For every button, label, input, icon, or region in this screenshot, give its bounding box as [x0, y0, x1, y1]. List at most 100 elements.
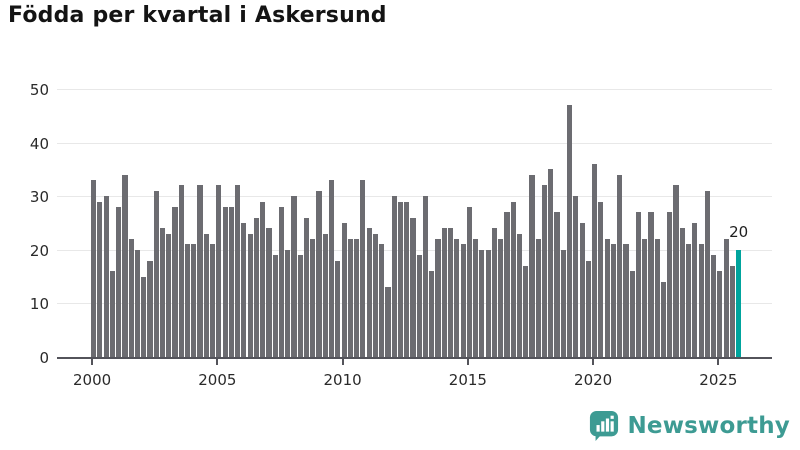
bar	[429, 271, 435, 357]
bar	[109, 271, 115, 357]
bar	[328, 180, 335, 357]
bar	[504, 212, 510, 357]
bar	[103, 196, 109, 357]
bar	[510, 201, 516, 357]
bar	[134, 249, 141, 357]
bar	[723, 239, 729, 357]
bar	[191, 244, 197, 357]
bar	[341, 223, 347, 357]
x-tick	[341, 359, 344, 365]
bar	[141, 276, 147, 357]
bar	[598, 201, 604, 357]
bar	[303, 217, 310, 357]
bar	[216, 185, 222, 357]
bar	[416, 255, 422, 357]
bar	[679, 228, 685, 357]
bar	[466, 206, 472, 357]
bar-value-label: 20	[729, 222, 749, 241]
y-tick-label: 10	[29, 295, 49, 314]
bar	[498, 239, 504, 357]
bar	[585, 260, 591, 357]
bar	[97, 201, 103, 357]
bar	[579, 223, 585, 357]
bar	[391, 196, 397, 357]
bar	[272, 255, 278, 357]
x-tick	[91, 359, 94, 365]
bar	[454, 239, 460, 357]
bar	[610, 244, 617, 357]
bar	[592, 164, 598, 357]
bar	[147, 260, 153, 357]
chart: 20 0 10 20 30 40 50 2000 2005 2010 2015 2020 2025	[30, 81, 772, 389]
bar	[235, 185, 241, 357]
bar	[642, 239, 648, 357]
bar	[347, 239, 353, 357]
bar	[604, 239, 610, 357]
bar	[379, 244, 385, 357]
bar	[654, 239, 660, 357]
bar	[554, 212, 560, 357]
bar	[717, 271, 723, 357]
x-tick-label: 2015	[448, 371, 487, 389]
bar	[253, 217, 260, 357]
bar	[523, 265, 529, 357]
bar	[178, 185, 184, 357]
bar	[285, 249, 291, 357]
bar	[385, 287, 391, 357]
bar	[548, 169, 554, 357]
bar	[91, 180, 97, 357]
bar	[573, 196, 579, 357]
y-tick-label: 30	[29, 188, 49, 207]
bar	[629, 271, 635, 357]
bar	[153, 190, 159, 357]
x-axis-line	[57, 357, 772, 359]
bar	[667, 212, 673, 357]
bar	[316, 190, 322, 357]
bar	[241, 223, 247, 357]
bar	[184, 244, 191, 357]
bar	[159, 228, 166, 357]
bar	[203, 233, 209, 357]
bar	[116, 206, 122, 357]
bar	[566, 105, 573, 357]
bar	[422, 196, 429, 357]
bar	[222, 206, 228, 357]
bar	[122, 174, 128, 357]
bar	[278, 206, 285, 357]
bar	[673, 185, 679, 357]
bar	[435, 239, 441, 357]
bar	[685, 244, 692, 357]
y-tick-label: 20	[29, 241, 49, 260]
bar	[447, 228, 454, 357]
bar	[635, 212, 642, 357]
bar	[660, 281, 667, 357]
highlighted-bar	[736, 249, 742, 357]
x-tick	[466, 359, 469, 365]
x-tick	[592, 359, 595, 365]
bar	[266, 228, 272, 357]
gridline	[57, 142, 772, 144]
newsworthy-icon	[590, 411, 619, 441]
bar	[404, 201, 410, 357]
y-tick-label: 50	[29, 81, 49, 99]
bar	[485, 249, 491, 357]
bar	[209, 244, 216, 357]
x-tick	[717, 359, 720, 365]
y-tick-label: 40	[29, 134, 49, 153]
bar	[648, 212, 654, 357]
x-tick	[216, 359, 219, 365]
bar	[247, 233, 253, 357]
page-title: Födda per kvartal i Askersund	[8, 3, 387, 28]
gridline	[57, 196, 772, 198]
bar	[617, 174, 623, 357]
bar	[291, 196, 297, 357]
bar	[473, 239, 479, 357]
bar	[729, 265, 735, 357]
bar	[479, 249, 485, 357]
bar	[560, 249, 566, 357]
bar	[441, 228, 447, 357]
bar	[260, 201, 266, 357]
x-tick-label: 2010	[323, 371, 362, 389]
bar	[322, 233, 328, 357]
bar	[704, 190, 710, 357]
